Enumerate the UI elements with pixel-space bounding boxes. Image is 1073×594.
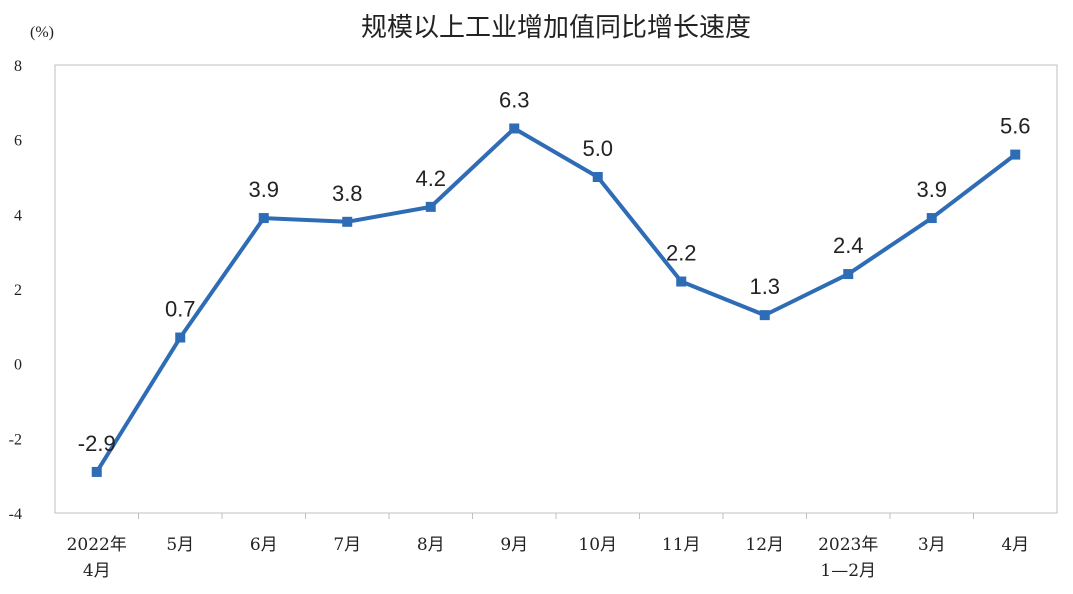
x-tick-label: 8月 <box>417 535 445 555</box>
data-point <box>509 123 520 134</box>
data-label: -2.9 <box>78 431 116 456</box>
data-point <box>91 466 102 477</box>
x-tick-label: 6月 <box>250 535 278 555</box>
y-tick-label: -4 <box>9 506 22 523</box>
data-labels: -2.9 0.7 3.9 3.8 4.2 6.3 5.0 2.2 1.3 2.4 3.9 5.6 <box>78 87 1031 455</box>
data-label: 0.7 <box>165 297 196 322</box>
y-tick-label: 6 <box>14 133 22 150</box>
x-tick-label: 11月 <box>662 535 701 555</box>
y-tick-label: -2 <box>9 431 22 448</box>
data-label: 3.9 <box>248 177 279 202</box>
data-label: 5.0 <box>582 136 613 161</box>
y-unit-label: (%) <box>30 24 54 41</box>
data-label: 2.2 <box>666 241 697 266</box>
data-point <box>926 213 937 224</box>
data-point <box>342 216 353 227</box>
series-line <box>95 126 1017 473</box>
data-label: 5.6 <box>1000 114 1031 139</box>
x-axis: 2022年 4月 5月 6月 7月 8月 9月 10月 11月 12月 2023年 1—2月 3月 4月 <box>67 513 1029 581</box>
x-tick-label: 1—2月 <box>820 561 876 581</box>
data-label: 4.2 <box>415 166 446 191</box>
data-point <box>759 310 770 321</box>
data-point <box>592 172 603 182</box>
x-tick-label: 2023年 <box>818 535 878 555</box>
x-tick-label: 7月 <box>333 535 361 555</box>
data-point <box>258 213 269 224</box>
y-tick-label: 0 <box>14 357 22 374</box>
x-tick-label: 5月 <box>166 535 194 555</box>
x-tick-label: 9月 <box>500 535 528 555</box>
data-label: 3.9 <box>916 177 947 202</box>
x-tick-label: 4月 <box>1001 535 1029 555</box>
data-point <box>676 276 687 287</box>
data-point <box>843 269 854 280</box>
x-tick-label: 3月 <box>918 535 946 555</box>
y-tick-label: 8 <box>14 58 22 75</box>
x-tick-label: 12月 <box>745 535 784 555</box>
y-tick-label: 2 <box>14 282 22 299</box>
x-tick-label: 10月 <box>578 535 617 555</box>
y-axis: -4 -2 0 2 4 6 8 <box>9 58 22 523</box>
data-label: 3.8 <box>332 181 363 206</box>
chart-title: 规模以上工业增加值同比增长速度 <box>361 13 751 43</box>
data-label: 1.3 <box>749 274 780 299</box>
y-tick-label: 4 <box>14 207 22 224</box>
plot-frame <box>54 64 1058 514</box>
data-label: 2.4 <box>833 233 864 258</box>
data-label: 6.3 <box>499 87 530 112</box>
x-tick-label: 2022年 <box>67 535 127 555</box>
data-point <box>425 201 436 212</box>
x-tick-label: 4月 <box>83 561 111 581</box>
data-point <box>1010 149 1021 160</box>
series-markers <box>91 123 1021 477</box>
data-point <box>175 332 186 343</box>
